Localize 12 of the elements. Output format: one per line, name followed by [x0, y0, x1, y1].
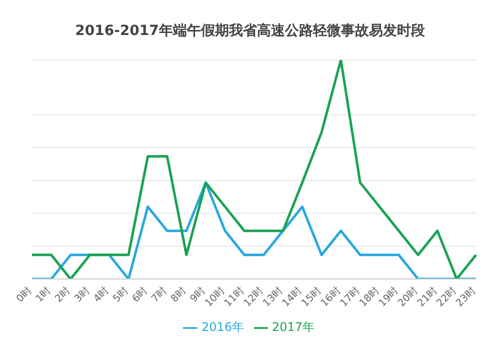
x-tick-label: 8时: [168, 284, 189, 305]
x-tick-label: 7时: [149, 284, 170, 305]
x-tick-label: 4时: [91, 284, 112, 305]
x-tick-label: 5时: [110, 284, 131, 305]
x-tick-label: 6时: [130, 284, 150, 305]
x-tick-label: 0时: [14, 284, 34, 305]
x-tick-label: 2时: [52, 284, 73, 305]
legend-label: 2016年: [201, 320, 244, 334]
x-tick-label: 1时: [33, 284, 54, 305]
chart-title: 2016-2017年端午假期我省高速公路轻微事故易发时段: [74, 22, 426, 40]
legend-label: 2017年: [272, 320, 315, 334]
x-tick-label: 3时: [72, 284, 92, 305]
